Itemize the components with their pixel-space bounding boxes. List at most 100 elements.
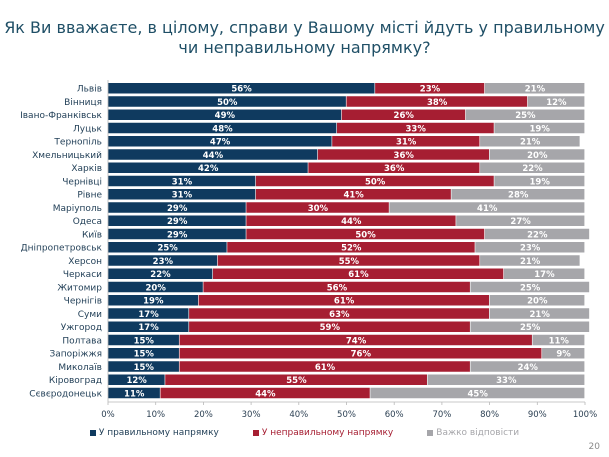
data-label: 45% (467, 389, 488, 399)
bar-segment-hard (480, 162, 585, 173)
x-tick-label: 10% (146, 410, 165, 420)
category-label: Полтава (62, 336, 102, 346)
data-label: 48% (212, 124, 233, 134)
x-tick-label: 60% (385, 410, 404, 420)
data-label: 27% (510, 217, 531, 227)
bar-segment-right (108, 83, 375, 94)
bar-segment-right (108, 348, 179, 359)
data-label: 20% (527, 297, 548, 307)
bar-segment-right (108, 149, 318, 160)
bar-segment-right (108, 189, 256, 200)
data-label: 20% (146, 283, 167, 293)
bar-segment-hard (484, 83, 585, 94)
bar-segment-hard (542, 348, 585, 359)
legend-label: Важко відповісти (436, 428, 520, 438)
category-label: Херсон (68, 257, 102, 267)
category-label: Чернігів (64, 297, 102, 307)
data-label: 17% (138, 310, 159, 320)
bar-segment-hard (494, 122, 585, 134)
bar-segment-wrong (179, 334, 532, 346)
bar-segment-hard (480, 255, 580, 266)
data-label: 21% (525, 85, 546, 95)
bar-segment-wrong (179, 348, 542, 359)
bar-segment-right (108, 321, 189, 332)
legend-label: У правильному напрямку (98, 428, 219, 438)
bar-segment-hard (465, 109, 585, 120)
bar-segment-wrong (179, 361, 470, 372)
bar-segment-right (108, 268, 213, 279)
data-label: 25% (520, 323, 541, 333)
category-label: Рівне (77, 191, 102, 201)
bar-segment-hard (370, 387, 585, 399)
bar-segment-wrong (160, 387, 370, 399)
category-label: Вінниця (64, 98, 102, 108)
data-label: 9% (556, 350, 571, 360)
bar-segment-wrong (203, 281, 470, 293)
bar-segment-wrong (165, 374, 427, 385)
data-label: 22% (150, 270, 171, 280)
bar-segment-wrong (375, 83, 485, 94)
bar-segment-wrong (246, 215, 456, 226)
x-tick-label: 40% (289, 410, 308, 420)
category-label: Запоріжжя (49, 350, 102, 360)
category-label: Одеса (73, 217, 102, 227)
bar-segment-hard (489, 308, 590, 319)
data-label: 59% (320, 323, 341, 333)
category-label: Кіровоград (49, 376, 102, 386)
page-number: 20 (588, 442, 600, 452)
bar-segment-wrong (189, 308, 489, 319)
x-tick-label: 80% (480, 410, 499, 420)
legend-swatch (89, 430, 96, 436)
bar-segment-wrong (212, 268, 504, 279)
legend-swatch (252, 430, 259, 436)
x-tick-label: 90% (528, 410, 547, 420)
bar-segment-wrong (255, 189, 451, 200)
data-label: 20% (527, 151, 548, 161)
data-label: 44% (341, 217, 362, 227)
data-label: 15% (134, 350, 155, 360)
bar-segment-right (108, 136, 332, 147)
bar-segment-wrong (332, 136, 480, 147)
bar-segment-right (108, 387, 160, 399)
bar-segment-hard (427, 374, 585, 385)
data-label: 15% (134, 336, 155, 346)
data-label: 15% (134, 363, 155, 373)
bar-segment-right (108, 334, 179, 346)
data-label: 21% (530, 310, 551, 320)
legend-item: Важко відповісти (427, 428, 519, 438)
bar-segment-hard (480, 136, 580, 147)
category-label: Черкаси (63, 270, 102, 280)
data-label: 56% (231, 85, 252, 95)
data-label: 50% (355, 230, 376, 240)
data-label: 19% (530, 177, 551, 187)
data-label: 12% (126, 376, 147, 386)
data-label: 25% (515, 111, 536, 121)
data-label: 17% (534, 270, 555, 280)
legend: У правильному напрямку У неправильному на… (0, 428, 609, 438)
data-label: 55% (339, 257, 360, 267)
data-label: 50% (365, 177, 386, 187)
bar-segment-wrong (336, 122, 494, 134)
data-label: 21% (520, 257, 541, 267)
data-label: 31% (396, 138, 417, 148)
bar-segment-hard (475, 242, 585, 253)
data-label: 22% (527, 230, 548, 240)
data-label: 44% (255, 389, 276, 399)
data-label: 23% (420, 85, 441, 95)
data-label: 41% (343, 191, 364, 201)
data-label: 23% (153, 257, 174, 267)
bar-segment-wrong (246, 228, 485, 240)
category-label: Сєвєродонецьк (29, 389, 102, 399)
bar-segment-hard (503, 268, 585, 279)
data-label: 31% (172, 191, 193, 201)
bar-segment-hard (527, 96, 585, 107)
data-label: 61% (334, 297, 355, 307)
bar-segment-hard (470, 361, 585, 372)
bar-segment-hard (489, 149, 585, 160)
data-label: 36% (394, 151, 415, 161)
bar-segment-right (108, 109, 342, 120)
data-label: 25% (520, 283, 541, 293)
bar-segment-wrong (317, 149, 489, 160)
x-tick-label: 20% (194, 410, 213, 420)
category-label: Львів (77, 85, 102, 95)
